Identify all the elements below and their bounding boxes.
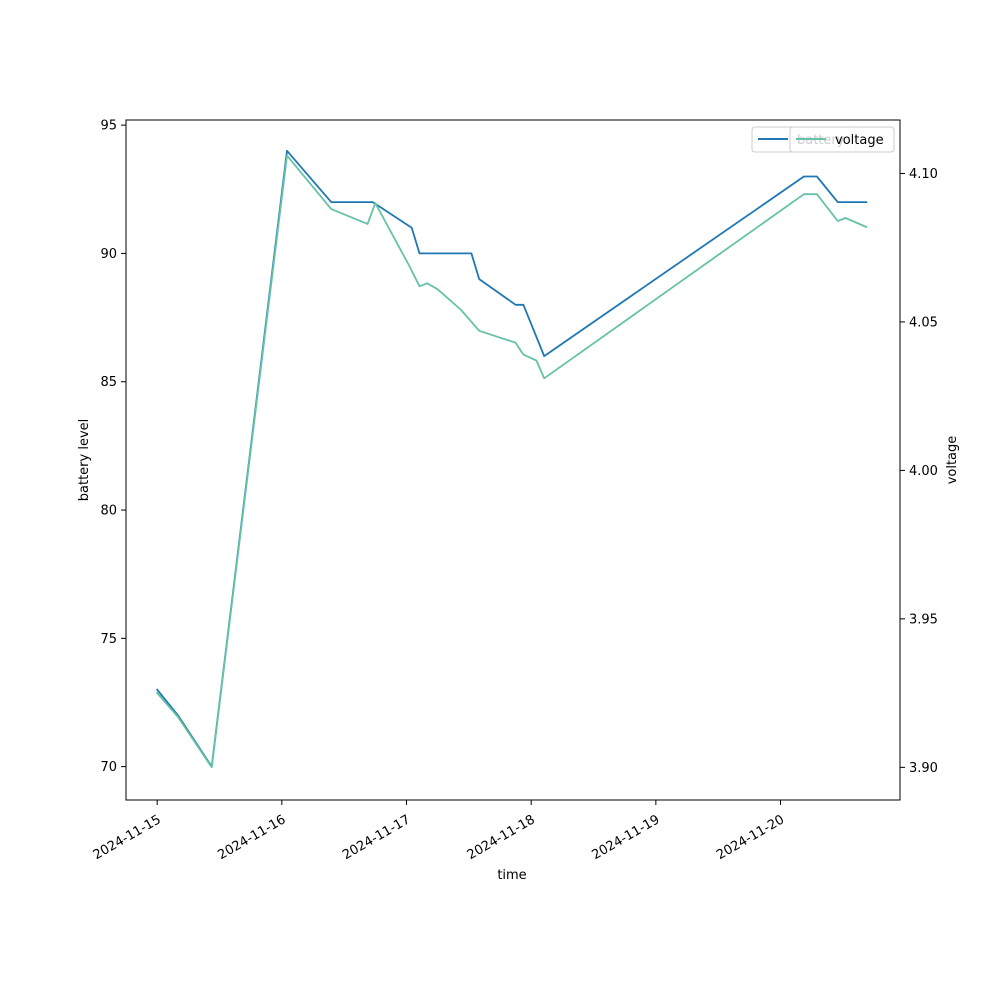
series-line-voltage [155, 154, 868, 769]
left-y-tick-label: 90 [100, 247, 117, 262]
right-y-tick-label: 4.00 [909, 464, 938, 479]
left-y-tick-label: 75 [100, 632, 117, 647]
series-layer [155, 149, 868, 769]
legend-box [789, 126, 895, 153]
plot-frame [125, 119, 901, 801]
left-y-axis-title: battery level [77, 419, 92, 502]
legend-voltage: voltage [789, 126, 895, 153]
legend-voltage-label: voltage [835, 133, 884, 148]
left-y-tick-label: 85 [100, 375, 117, 390]
left-y-tick-label: 70 [100, 760, 117, 775]
right-y-tick-label: 3.90 [909, 761, 938, 776]
x-axis-title: time [497, 868, 526, 883]
right-y-tick-label: 3.95 [909, 612, 938, 627]
right-y-tick-label: 4.10 [909, 167, 938, 182]
right-y-axis-ticks: 3.90 3.95 4.00 4.05 4.10 [900, 167, 938, 776]
left-y-tick-label: 80 [100, 504, 117, 519]
left-y-tick-label: 95 [100, 119, 117, 134]
right-y-tick-label: 4.05 [909, 315, 938, 330]
right-y-axis-title: voltage [945, 436, 960, 485]
left-y-axis-ticks: 70 75 80 85 90 95 [100, 119, 126, 775]
